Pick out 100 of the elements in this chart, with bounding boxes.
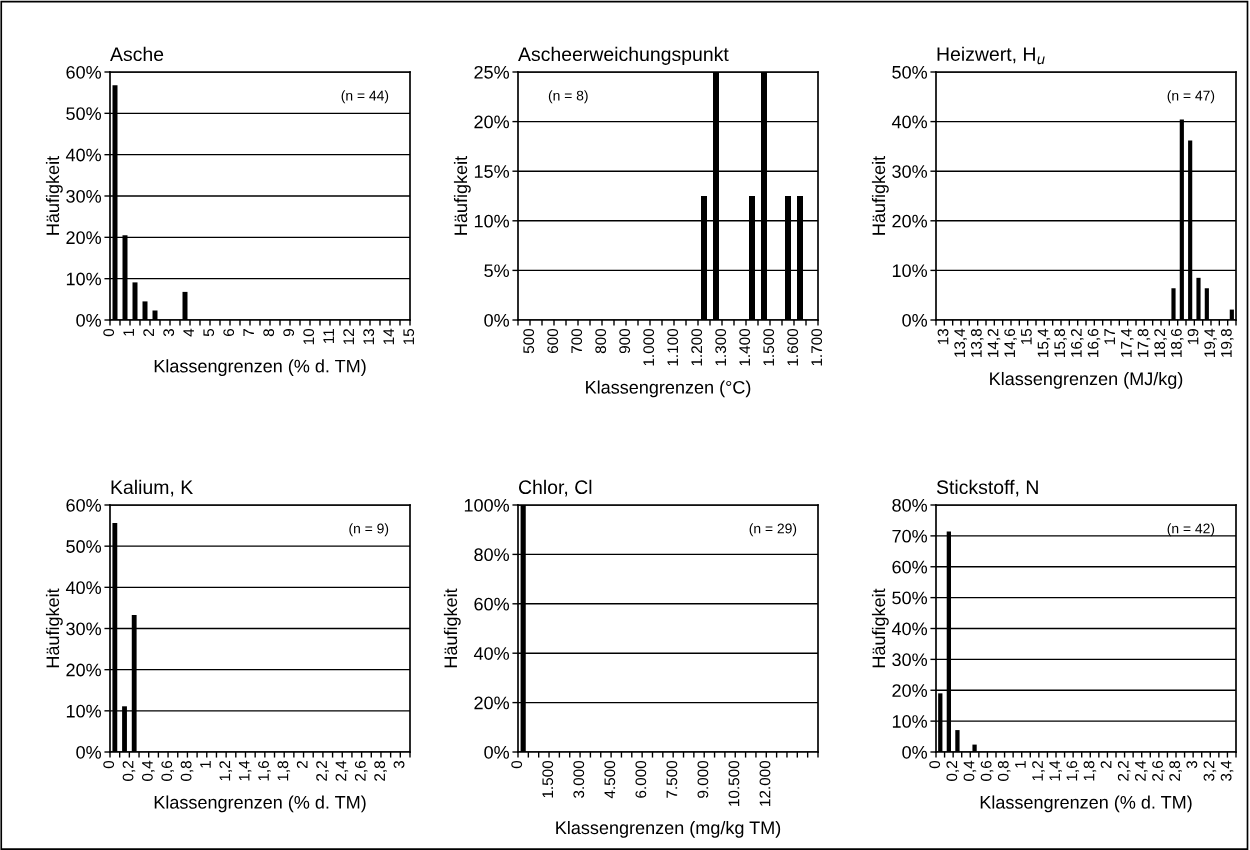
annotation: (n = 47) [1167, 90, 1215, 104]
y-tick-label: 50% [66, 540, 102, 553]
x-tick-label: 6 [223, 329, 235, 337]
x-tick-label: 18,2 [1154, 329, 1167, 357]
chart-title: Kalium, K [111, 479, 193, 497]
x-tick-label: 1,8 [277, 761, 291, 781]
x-tick-label: 1.500 [763, 328, 775, 366]
y-tick-label: 0% [76, 313, 102, 327]
x-tick-label: 1 [123, 329, 134, 336]
x-tick-label: 4 [183, 328, 194, 337]
x-tick-label: 0,8 [180, 761, 194, 781]
x-tick-label: 1.600 [787, 328, 799, 366]
x-tick-label: 16,6 [1087, 329, 1101, 357]
x-tick-label: 3.000 [573, 760, 585, 798]
x-tick-label: 0,4 [963, 760, 977, 781]
annotation: (n = 29) [749, 523, 797, 537]
x-tick-label: 1.400 [739, 328, 751, 366]
y-tick-label: 60% [66, 65, 102, 79]
y-tick-label: 80% [892, 498, 928, 512]
x-tick-label: 6.000 [635, 760, 647, 798]
x-tick-label: 2,6 [354, 761, 368, 781]
x-tick-label: 3,4 [1220, 760, 1234, 781]
y-tick-label: 10% [474, 214, 510, 228]
x-tick-label: 5 [203, 328, 215, 337]
y-tick-label: 60% [892, 560, 928, 574]
x-tick-label: 0,2 [946, 761, 960, 781]
x-tick-label: 1,6 [1066, 761, 1080, 781]
x-tick-label: 2 [1100, 761, 1112, 769]
x-tick-label: 2,8 [374, 761, 387, 781]
x-tick-label: 1 [1015, 761, 1026, 768]
x-tick-label: 12.000 [759, 760, 771, 806]
y-tick-label: 20% [474, 115, 510, 129]
x-tick-label: 10.500 [728, 760, 740, 806]
y-tick-label: 20% [892, 214, 928, 228]
x-tick-label: 2,2 [1117, 761, 1131, 781]
chart-title: Ascheerweichungspunkt [518, 46, 729, 65]
y-axis-title: Häufigkeit [871, 155, 889, 235]
y-axis-title: Häufigkeit [443, 588, 461, 668]
x-tick-label: 1.200 [691, 328, 703, 366]
x-tick-label: 2,8 [1169, 761, 1182, 781]
y-tick-label: 25% [474, 65, 510, 79]
y-tick-label: 10% [892, 264, 928, 278]
x-tick-label: 3,2 [1203, 761, 1217, 781]
x-tick-label: 17,4 [1121, 328, 1134, 357]
x-tick-label: 9.000 [697, 760, 709, 798]
y-axis-title: Häufigkeit [871, 588, 889, 668]
x-tick-label: 0,4 [141, 760, 155, 781]
x-tick-label: 0 [103, 760, 115, 769]
y-tick-label: 50% [892, 65, 928, 79]
y-tick-label: 40% [473, 647, 510, 660]
x-tick-label: 1.000 [643, 328, 655, 366]
y-tick-label: 15% [474, 165, 510, 178]
x-tick-label: 13,4 [954, 328, 967, 357]
x-tick-label: 13 [363, 329, 375, 345]
x-tick-label: 2,6 [1152, 761, 1165, 781]
x-axis-title: Klassengrenzen (% d. TM) [154, 359, 366, 377]
chart-title: Chlor, Cl [518, 479, 592, 497]
x-tick-label: 19 [1187, 329, 1199, 345]
y-tick-label: 0% [902, 313, 928, 327]
x-tick-label: 14 [383, 328, 394, 345]
y-tick-label: 0% [76, 745, 102, 759]
y-tick-label: 40% [891, 115, 928, 129]
x-tick-label: 2 [296, 761, 308, 769]
y-axis-title: Häufigkeit [45, 155, 63, 235]
x-tick-label: 10 [303, 328, 315, 345]
y-tick-label: 70% [892, 529, 928, 543]
x-tick-label: 0 [929, 760, 941, 769]
x-tick-label: 18,6 [1170, 329, 1184, 357]
annotation: (n = 42) [1167, 523, 1215, 537]
x-tick-label: 14,6 [1004, 329, 1017, 357]
x-tick-label: 0,2 [122, 761, 136, 781]
x-tick-label: 7 [243, 329, 254, 337]
y-tick-label: 80% [474, 548, 510, 562]
x-tick-label: 19,8 [1220, 328, 1234, 357]
annotation: (n = 44) [341, 90, 389, 104]
y-tick-label: 0% [902, 745, 928, 759]
x-tick-label: 1.100 [667, 328, 679, 366]
x-tick-label: 13,8 [970, 328, 984, 357]
y-tick-label: 20% [66, 663, 102, 677]
y-tick-label: 30% [892, 653, 928, 667]
x-tick-label: 8 [263, 329, 275, 337]
x-tick-label: 19,4 [1204, 328, 1217, 357]
x-tick-label: 16,2 [1070, 329, 1084, 357]
x-tick-label: 15,8 [1054, 328, 1067, 357]
x-tick-label: 1.300 [715, 328, 727, 366]
x-axis-title: Klassengrenzen (mg/kg TM) [556, 820, 781, 838]
y-tick-label: 30% [66, 189, 102, 203]
y-tick-label: 40% [65, 148, 102, 162]
x-tick-label: 3 [163, 329, 175, 337]
x-tick-label: 1.500 [542, 760, 554, 798]
x-tick-label: 17,8 [1137, 328, 1151, 357]
x-tick-label: 2,4 [1135, 760, 1148, 781]
x-tick-label: 13 [937, 329, 949, 345]
x-tick-label: 1,4 [238, 760, 252, 781]
y-tick-label: 40% [891, 622, 928, 636]
x-axis-title: Klassengrenzen (% d. TM) [980, 795, 1192, 813]
annotation: (n = 8) [548, 90, 588, 104]
x-tick-label: 700 [571, 328, 583, 354]
x-tick-label: 1,4 [1049, 760, 1062, 781]
x-axis-title: Klassengrenzen (% d. TM) [154, 795, 366, 813]
